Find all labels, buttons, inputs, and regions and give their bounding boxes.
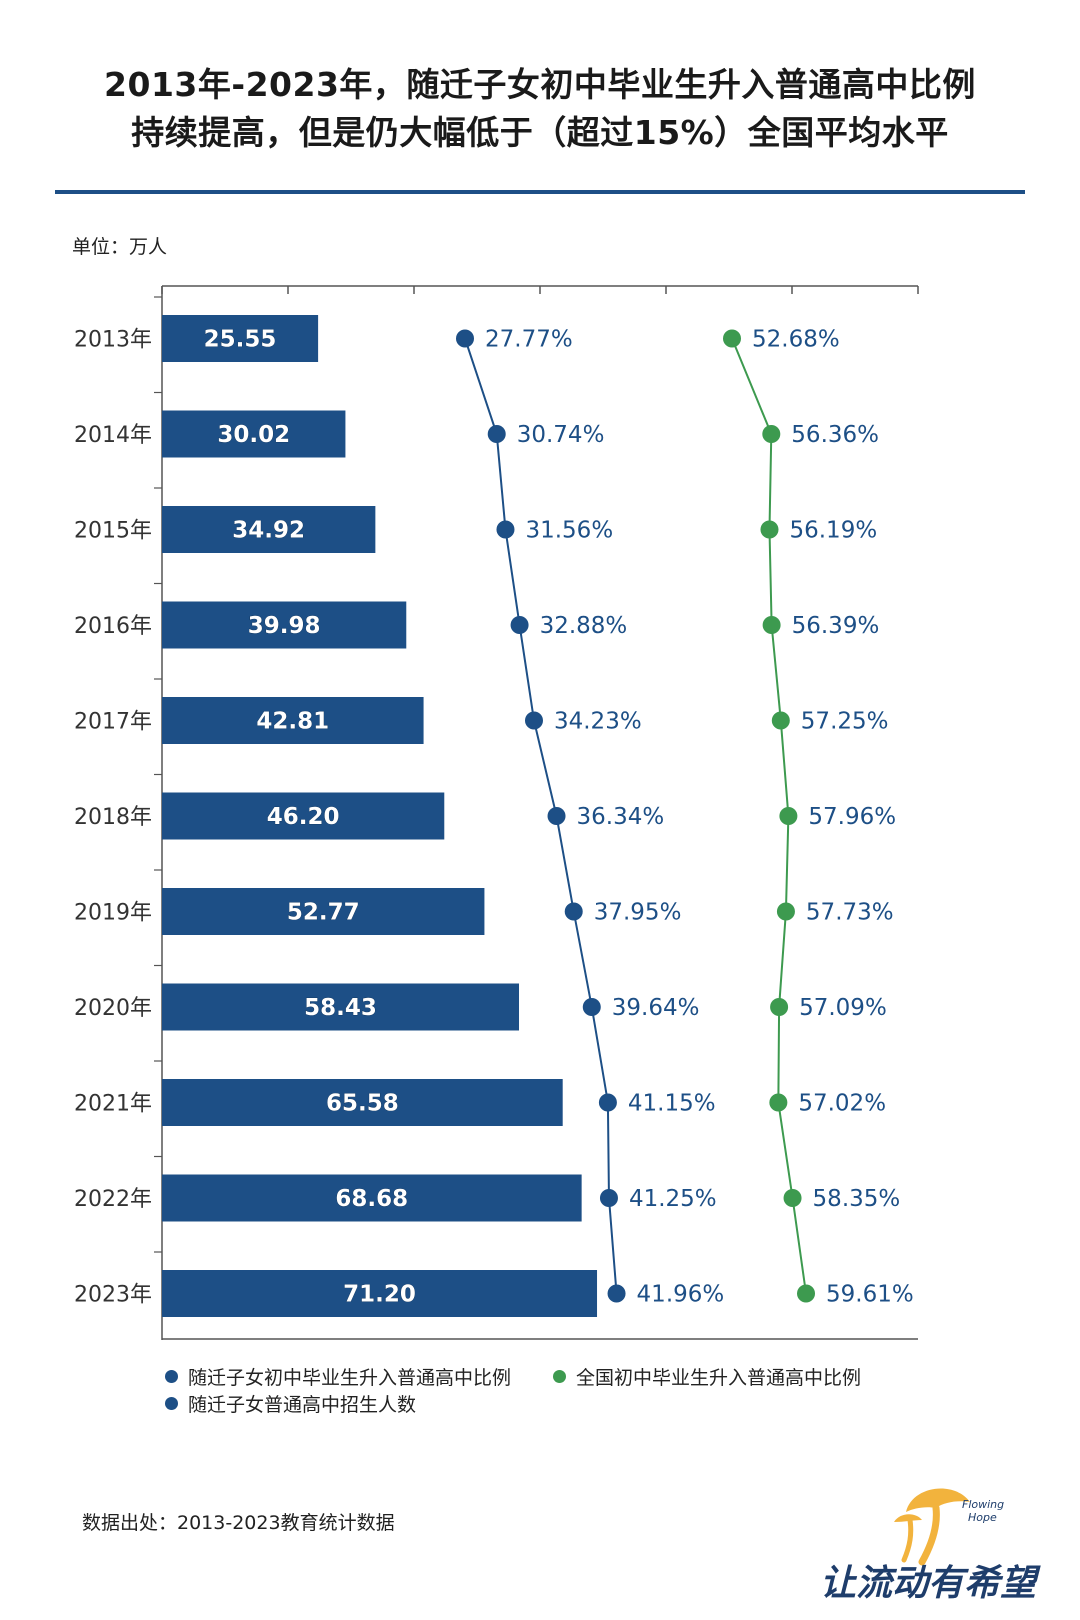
national-ratio-data-label: 57.09% — [799, 995, 887, 1021]
legend-item-migrant-enrollment: 随迁子女普通高中招生人数 — [165, 1390, 416, 1417]
bar-data-label: 25.55 — [204, 327, 277, 353]
legend-marker-national-ratio — [553, 1370, 566, 1383]
migrant-ratio-data-label: 41.15% — [628, 1091, 716, 1117]
point-national-ratio — [760, 520, 779, 539]
bar-enrollment — [162, 1270, 598, 1317]
bar-data-label: 71.20 — [343, 1282, 416, 1308]
y-tick-label: 2019年 — [74, 901, 152, 926]
chart-canvas: 2013年 25.55 2014年 30.02 2015年 34.92 2016年 39.98… — [74, 285, 919, 1340]
national-ratio-data-label: 57.02% — [798, 1091, 886, 1117]
point-national-ratio — [770, 998, 789, 1016]
bar-enrollment — [162, 315, 319, 362]
y-tick-label: 2013年 — [74, 328, 152, 353]
legend-item-national-ratio: 全国初中毕业生升入普通高中比例 — [553, 1363, 861, 1390]
bar-enrollment — [162, 1174, 582, 1222]
bar-data-label: 58.43 — [304, 995, 377, 1021]
title-divider — [55, 190, 1025, 194]
chart-title-line-2: 持续提高，但是仍大幅低于（超过15%）全国平均水平 — [131, 113, 949, 152]
y-tick-label: 2016年 — [74, 614, 152, 639]
legend-label-migrant-ratio: 随迁子女初中毕业生升入普通高中比例 — [188, 1367, 512, 1389]
point-migrant-ratio — [582, 998, 601, 1016]
data-source-note: 数据出处：2013-2023教育统计数据 — [82, 1512, 395, 1534]
y-tick-label: 2022年 — [74, 1187, 152, 1212]
bar-enrollment — [162, 410, 346, 458]
legend-marker-migrant-ratio — [165, 1370, 178, 1383]
point-migrant-ratio — [510, 616, 529, 634]
migrant-ratio-data-label: 27.77% — [485, 327, 573, 353]
bar-data-label: 39.98 — [248, 613, 321, 639]
point-national-ratio — [762, 425, 781, 443]
point-migrant-ratio — [564, 902, 583, 921]
legend-marker-migrant-enrollment — [165, 1397, 178, 1410]
logo-english-line-2: Hope — [968, 1511, 997, 1524]
national-ratio-data-label: 57.73% — [806, 900, 894, 926]
point-national-ratio — [723, 329, 741, 348]
national-ratio-data-label: 57.96% — [808, 804, 896, 830]
migrant-ratio-data-label: 37.95% — [594, 900, 682, 926]
bar-data-label: 68.68 — [335, 1186, 408, 1212]
migrant-ratio-data-label: 30.74% — [517, 422, 605, 448]
point-migrant-ratio — [524, 711, 543, 730]
point-national-ratio — [783, 1189, 802, 1207]
national-ratio-data-label: 56.19% — [789, 518, 877, 544]
legend-label-national-ratio: 全国初中毕业生升入普通高中比例 — [576, 1367, 862, 1389]
y-tick-label: 2017年 — [74, 710, 152, 735]
y-tick-label: 2023年 — [74, 1283, 152, 1308]
point-national-ratio — [797, 1284, 816, 1303]
bar-enrollment — [162, 888, 485, 935]
migrant-ratio-data-label: 39.64% — [612, 995, 700, 1021]
point-migrant-ratio — [456, 329, 474, 348]
point-national-ratio — [762, 616, 781, 634]
national-ratio-data-label: 56.39% — [792, 613, 880, 639]
bar-enrollment — [162, 983, 520, 1031]
y-tick-label: 2018年 — [74, 805, 152, 830]
migrant-ratio-data-label: 36.34% — [577, 804, 665, 830]
national-ratio-data-label: 57.25% — [801, 709, 889, 735]
national-ratio-data-label: 58.35% — [813, 1186, 901, 1212]
unit-label: 单位：万人 — [72, 236, 168, 258]
logo-chinese-text: 让流动有希望 — [820, 1562, 1037, 1604]
bar-data-label: 42.81 — [256, 709, 329, 735]
point-migrant-ratio — [547, 807, 566, 825]
bar-data-label: 30.02 — [217, 422, 290, 448]
mushroom-logo-icon — [894, 1488, 970, 1566]
bar-data-label: 46.20 — [267, 804, 340, 830]
y-tick-label: 2020年 — [74, 996, 152, 1021]
migrant-ratio-data-label: 34.23% — [554, 709, 642, 735]
migrant-ratio-data-label: 41.25% — [629, 1186, 717, 1212]
flowing-hope-logo: Flowing Hope 让流动有希望 — [820, 1478, 1060, 1608]
bar-data-label: 52.77 — [287, 900, 360, 926]
bar-data-label: 34.92 — [232, 518, 305, 544]
logo-english-text: Flowing Hope — [962, 1498, 1004, 1524]
point-migrant-ratio — [598, 1093, 617, 1112]
point-national-ratio — [771, 711, 790, 730]
national-ratio-data-label: 59.61% — [826, 1282, 914, 1308]
y-tick-label: 2021年 — [74, 1092, 152, 1117]
legend-item-migrant-ratio: 随迁子女初中毕业生升入普通高中比例 — [165, 1363, 511, 1390]
bar-enrollment — [162, 1079, 563, 1126]
chart-title-line-1: 2013年-2023年，随迁子女初中毕业生升入普通高中比例 — [104, 65, 976, 104]
bar-enrollment — [162, 792, 445, 840]
legend-label-migrant-enrollment: 随迁子女普通高中招生人数 — [188, 1394, 417, 1416]
y-tick-label: 2015年 — [74, 519, 152, 544]
migrant-ratio-data-label: 32.88% — [540, 613, 628, 639]
point-national-ratio — [776, 902, 795, 921]
bar-enrollment — [162, 601, 407, 649]
y-tick-label: 2014年 — [74, 423, 152, 448]
national-ratio-data-label: 52.68% — [752, 327, 840, 353]
point-migrant-ratio — [496, 520, 515, 539]
bar-enrollment — [162, 697, 424, 744]
bar-data-label: 65.58 — [326, 1091, 399, 1117]
migrant-ratio-data-label: 31.56% — [525, 518, 613, 544]
point-migrant-ratio — [599, 1189, 618, 1207]
bar-enrollment — [162, 506, 376, 553]
point-migrant-ratio — [607, 1284, 626, 1303]
migrant-ratio-data-label: 41.96% — [637, 1282, 725, 1308]
logo-english-line-1: Flowing — [962, 1498, 1005, 1511]
national-ratio-data-label: 56.36% — [791, 422, 879, 448]
point-migrant-ratio — [487, 425, 506, 443]
point-national-ratio — [779, 807, 798, 825]
point-national-ratio — [769, 1093, 788, 1112]
